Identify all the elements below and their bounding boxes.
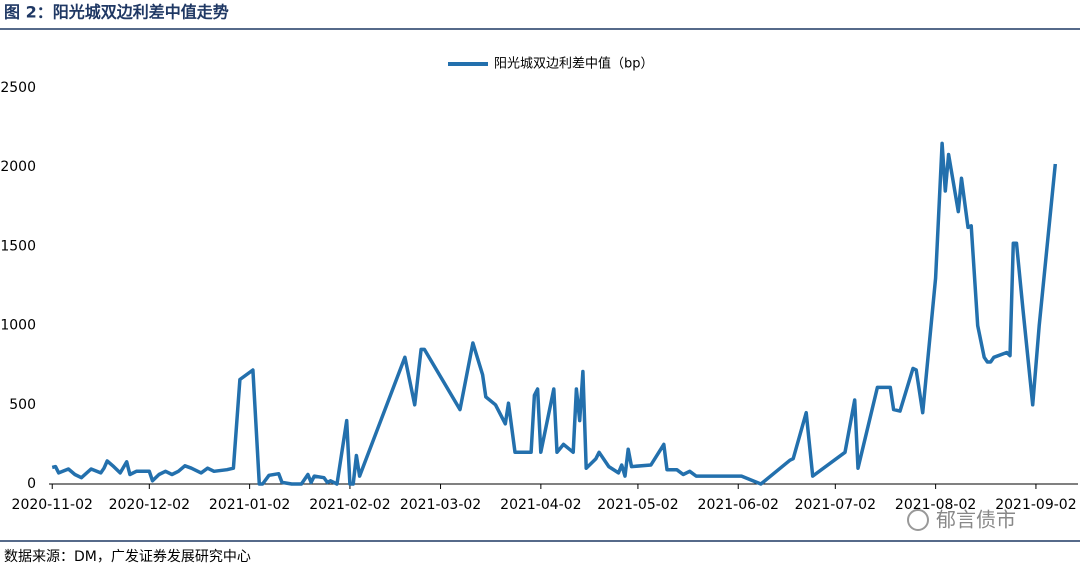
source-note: 数据来源：DM，广发证券发展研究中心: [4, 549, 251, 565]
x-tick-label: 2021-01-02: [209, 497, 290, 513]
y-tick-label: 2000: [0, 159, 36, 175]
watermark: 郁言债市: [936, 508, 1016, 532]
x-tick-label: 2021-06-02: [698, 497, 779, 513]
y-tick-label: 0: [27, 476, 36, 492]
x-tick-label: 2020-12-02: [109, 497, 190, 513]
x-tick-label: 2020-11-02: [12, 497, 93, 513]
chart-title: 图 2：阳光城双边利差中值走势: [4, 3, 229, 22]
x-tick-label: 2021-02-02: [309, 497, 390, 513]
x-tick-label: 2021-05-02: [597, 497, 678, 513]
y-tick-label: 2500: [0, 80, 36, 96]
x-tick-label: 2021-03-02: [400, 497, 481, 513]
data-line: [51, 141, 1058, 486]
watermark-icon: [907, 509, 929, 531]
x-tick-label: 2021-04-02: [500, 497, 581, 513]
x-tick-label: 2021-07-02: [795, 497, 876, 513]
x-tick-label: 2021-08-02: [895, 497, 976, 513]
legend-label: 阳光城双边利差中值（bp）: [494, 56, 654, 72]
x-tick-label: 2021-09-02: [995, 497, 1076, 513]
y-tick-label: 1000: [0, 318, 36, 334]
y-tick-label: 1500: [0, 238, 36, 254]
y-tick-label: 500: [9, 397, 36, 413]
